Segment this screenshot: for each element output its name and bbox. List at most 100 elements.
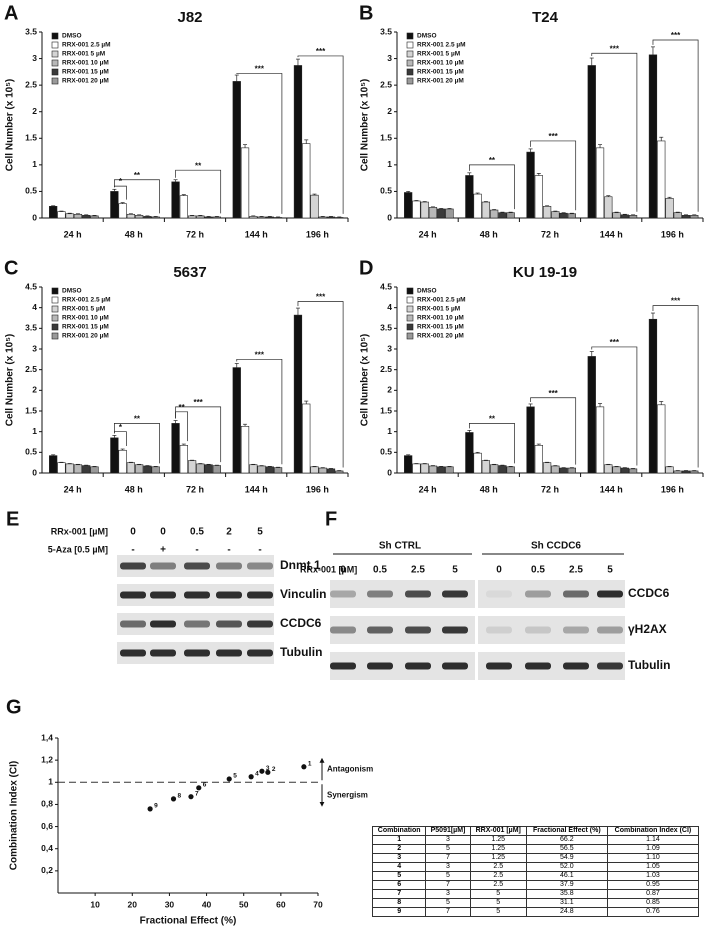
x-tick-label: 50 xyxy=(239,899,249,909)
bar xyxy=(665,466,674,474)
point-label: 3 xyxy=(266,765,270,772)
table-cell: 35.8 xyxy=(525,889,608,899)
error-bar xyxy=(84,214,89,216)
table-cell: 1.25 xyxy=(469,853,527,863)
bar xyxy=(437,208,446,219)
bar xyxy=(302,143,311,219)
legend-label: RRX-001 5 µM xyxy=(62,51,105,58)
y-tick-label: 2 xyxy=(387,106,392,116)
significance-label: * xyxy=(119,423,123,432)
blot-band xyxy=(405,662,431,670)
y-tick-label: 2 xyxy=(32,106,37,116)
table-cell: 5 xyxy=(425,898,471,908)
error-bar xyxy=(304,400,309,404)
x-tick-label: 144 h xyxy=(245,229,268,239)
blot-band xyxy=(442,662,468,670)
legend-swatch xyxy=(406,77,414,85)
blot-band xyxy=(563,626,589,634)
significance-label: ** xyxy=(178,403,185,412)
y-tick-label: 3.5 xyxy=(25,26,37,36)
x-tick-label: 196 h xyxy=(661,484,684,494)
bar xyxy=(143,216,152,219)
y-tick-label: 1 xyxy=(387,426,392,436)
y-tick-label: 0,8 xyxy=(41,799,53,809)
bar xyxy=(681,470,691,474)
table-row: 5 5 2.5 46.1 1.03 xyxy=(371,871,700,881)
bar xyxy=(73,464,83,474)
header-cell: P5091[µM] xyxy=(425,826,471,836)
error-bar xyxy=(112,188,117,192)
table-cell: 31.1 xyxy=(525,898,608,908)
significance-label: *** xyxy=(548,389,558,398)
x-tick-label: 48 h xyxy=(125,229,143,239)
y-tick-label: 1.5 xyxy=(380,133,392,143)
table-cell: 6 xyxy=(371,880,427,890)
bar xyxy=(65,463,74,474)
treatment-level: 5 xyxy=(607,565,613,576)
y-tick-label: 3.5 xyxy=(25,323,37,333)
blot-band xyxy=(150,562,176,570)
error-bar xyxy=(467,172,472,176)
bar xyxy=(249,216,258,219)
error-bar xyxy=(553,210,558,212)
error-bar xyxy=(692,214,697,216)
error-bar xyxy=(243,423,248,427)
error-bar xyxy=(536,173,541,176)
error-bar xyxy=(545,205,550,207)
error-bar xyxy=(259,216,264,217)
bar xyxy=(587,65,596,219)
annotation: Synergism xyxy=(327,790,368,799)
bar xyxy=(57,462,66,474)
bar xyxy=(604,464,613,474)
legend-swatch xyxy=(406,323,414,331)
y-tick-label: 2 xyxy=(387,385,392,395)
legend-label: RRX-001 5 µM xyxy=(62,306,105,313)
error-bar xyxy=(312,193,317,196)
blot-band xyxy=(405,590,431,598)
bar xyxy=(302,403,311,474)
legend-swatch xyxy=(51,332,59,340)
blot-band xyxy=(442,626,468,634)
y-tick-label: 1 xyxy=(32,426,37,436)
table-cell: 0.87 xyxy=(606,889,700,899)
table-cell: 0.76 xyxy=(606,907,700,917)
error-bar xyxy=(243,144,248,148)
point xyxy=(248,774,254,780)
y-tick-label: 1 xyxy=(387,159,392,169)
bar xyxy=(293,314,303,474)
point xyxy=(226,776,232,782)
significance-label: * xyxy=(119,177,123,186)
bar xyxy=(559,212,568,219)
x-tick-label: 144 h xyxy=(600,229,623,239)
bar xyxy=(437,466,446,474)
table-cell: 1 xyxy=(371,835,427,845)
error-bar xyxy=(329,216,334,217)
error-bar xyxy=(51,454,56,456)
error-bar xyxy=(675,211,680,213)
bar xyxy=(293,65,303,219)
x-tick-label: 196 h xyxy=(661,229,684,239)
error-bar xyxy=(51,205,56,207)
panel-label: C xyxy=(4,257,18,279)
table-cell: 52.0 xyxy=(525,862,608,872)
significance-bracket xyxy=(530,140,577,211)
bar xyxy=(690,215,699,219)
error-bar xyxy=(234,363,239,368)
y-tick-label: 1,2 xyxy=(41,754,53,764)
legend-label: RRX-001 10 µM xyxy=(417,315,464,322)
blot-band xyxy=(442,590,468,598)
bar xyxy=(681,215,691,219)
treatment-label: 5-Aza [0.5 µM] xyxy=(48,544,108,554)
x-tick-label: 72 h xyxy=(541,484,559,494)
table-cell: 1.09 xyxy=(606,844,700,854)
x-tick-label: 30 xyxy=(165,899,175,909)
table-cell: 56.5 xyxy=(525,844,608,854)
bar xyxy=(73,213,83,219)
y-tick-label: 0.5 xyxy=(380,447,392,457)
blot-band xyxy=(120,620,146,628)
legend-swatch xyxy=(51,50,59,58)
legend-swatch xyxy=(51,32,59,40)
error-bar xyxy=(569,212,574,214)
legend-label: RRX-001 15 µM xyxy=(62,69,109,76)
